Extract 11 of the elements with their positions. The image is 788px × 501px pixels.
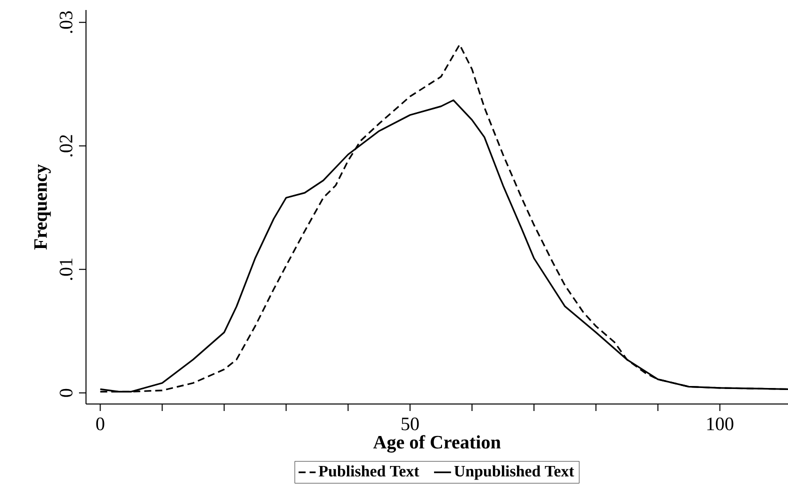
y-tick-label: .01 [60, 258, 72, 280]
legend-label: Published Text [318, 465, 420, 477]
legend-label: Unpublished Text [454, 465, 574, 480]
x-axis-title: Age of Creation [373, 435, 501, 453]
x-tick-label: 50 [402, 418, 419, 430]
y-axis-title: Frequency [34, 164, 51, 250]
y-tick-label: 0 [60, 388, 72, 397]
y-tick-label: .03 [60, 11, 72, 33]
y-tick-label: .02 [60, 135, 72, 156]
x-tick-label: 0 [96, 418, 104, 430]
x-tick-label: 100 [707, 418, 734, 430]
